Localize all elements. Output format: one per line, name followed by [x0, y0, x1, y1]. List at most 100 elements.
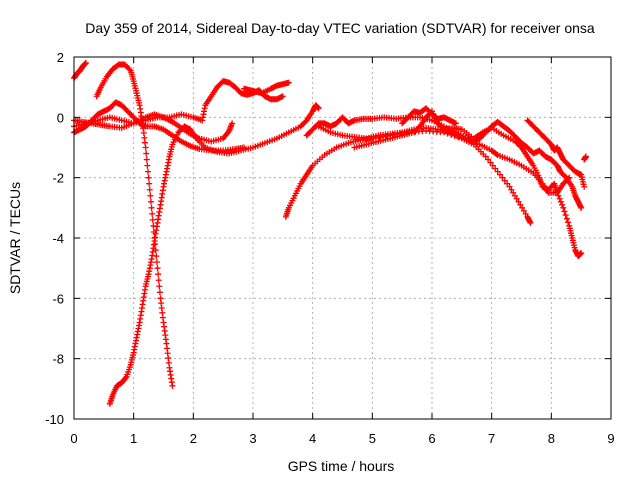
data-point: [146, 180, 153, 187]
data-point: [560, 204, 567, 211]
y-axis-label: SDTVAR / TECUs: [7, 182, 23, 294]
data-point: [561, 208, 568, 215]
data-point: [487, 159, 494, 166]
data-point: [563, 215, 570, 222]
data-point: [482, 153, 489, 160]
data-point: [156, 289, 163, 296]
data-point: [285, 79, 292, 86]
data-point: [149, 216, 156, 223]
x-tick-label: 1: [130, 431, 137, 446]
data-point: [493, 151, 500, 158]
data-point: [504, 180, 511, 187]
data-point: [241, 144, 248, 151]
x-tick-label: 7: [488, 431, 495, 446]
data-point: [508, 186, 515, 193]
data-point: [515, 198, 522, 205]
data-point: [156, 283, 163, 290]
data-point: [581, 183, 588, 190]
data-point: [144, 162, 151, 169]
x-tick-label: 3: [249, 431, 256, 446]
data-point: [154, 265, 161, 272]
series-arc-14: [581, 153, 589, 163]
x-tick-label: 5: [369, 431, 376, 446]
y-tick-label: 2: [57, 50, 64, 65]
data-point: [527, 219, 534, 226]
data-point: [147, 198, 154, 205]
data-point: [578, 204, 585, 211]
data-point: [520, 207, 527, 214]
data-point: [494, 168, 501, 175]
data-point: [562, 173, 569, 180]
data-point: [519, 204, 526, 211]
data-point: [302, 118, 309, 125]
tick-labels: 0 1 2 3 4 5 6 7 8 9 -10 -8 -6 -4 -2 0 2: [45, 50, 614, 446]
data-point: [499, 174, 506, 181]
data-point: [142, 144, 149, 151]
data-point: [497, 171, 504, 178]
data-point: [492, 165, 499, 172]
series-arc-4: [71, 99, 248, 154]
data-point: [485, 156, 492, 163]
x-tick-label: 8: [548, 431, 555, 446]
data-point: [565, 219, 572, 226]
data-point: [554, 189, 561, 196]
data-point: [143, 150, 150, 157]
data-point: [510, 189, 517, 196]
data-series: [71, 60, 589, 407]
y-tick-label: -10: [45, 412, 64, 427]
y-tick-label: -6: [52, 291, 64, 306]
data-point: [489, 162, 496, 169]
data-point: [144, 168, 151, 175]
x-tick-label: 4: [309, 431, 316, 446]
data-point: [146, 186, 153, 193]
y-tick-label: -4: [52, 231, 64, 246]
series-arc-1: [71, 60, 89, 82]
data-point: [578, 250, 585, 257]
x-tick-label: 6: [428, 431, 435, 446]
x-tick-label: 2: [190, 431, 197, 446]
data-point: [279, 93, 286, 100]
data-point: [559, 201, 566, 208]
x-axis-label: GPS time / hours: [288, 458, 395, 474]
data-point: [315, 105, 322, 112]
y-tick-label: 0: [57, 110, 64, 125]
data-point: [415, 124, 422, 131]
chart-title: Day 359 of 2014, Sidereal Day-to-day VTE…: [85, 20, 595, 36]
data-point: [145, 174, 152, 181]
data-point: [555, 192, 562, 199]
x-tick-label: 9: [607, 431, 614, 446]
x-tick-label: 0: [70, 431, 77, 446]
data-point: [511, 192, 518, 199]
data-point: [148, 204, 155, 211]
data-point: [126, 66, 133, 73]
series-arc-7: [241, 79, 292, 97]
data-point: [517, 201, 524, 208]
data-point: [556, 195, 563, 202]
data-point: [153, 259, 160, 266]
data-point: [506, 183, 513, 190]
data-point: [149, 210, 156, 217]
y-tick-label: -2: [52, 171, 64, 186]
data-point: [155, 271, 162, 278]
data-point: [522, 210, 529, 217]
series-arc-13: [524, 117, 588, 190]
series-arc-12: [399, 105, 459, 127]
data-point: [169, 382, 176, 389]
data-point: [582, 153, 589, 160]
data-point: [122, 374, 129, 381]
data-point: [557, 198, 564, 205]
data-point: [155, 277, 162, 284]
data-point: [501, 177, 508, 184]
data-point: [229, 120, 236, 127]
y-tick-label: -8: [52, 352, 64, 367]
data-point: [562, 212, 569, 219]
data-point: [147, 192, 154, 199]
data-point: [517, 143, 524, 150]
axis-ticks: [73, 56, 612, 420]
data-point: [452, 120, 459, 127]
data-point: [513, 195, 520, 202]
data-point: [143, 156, 150, 163]
data-point: [82, 60, 89, 67]
